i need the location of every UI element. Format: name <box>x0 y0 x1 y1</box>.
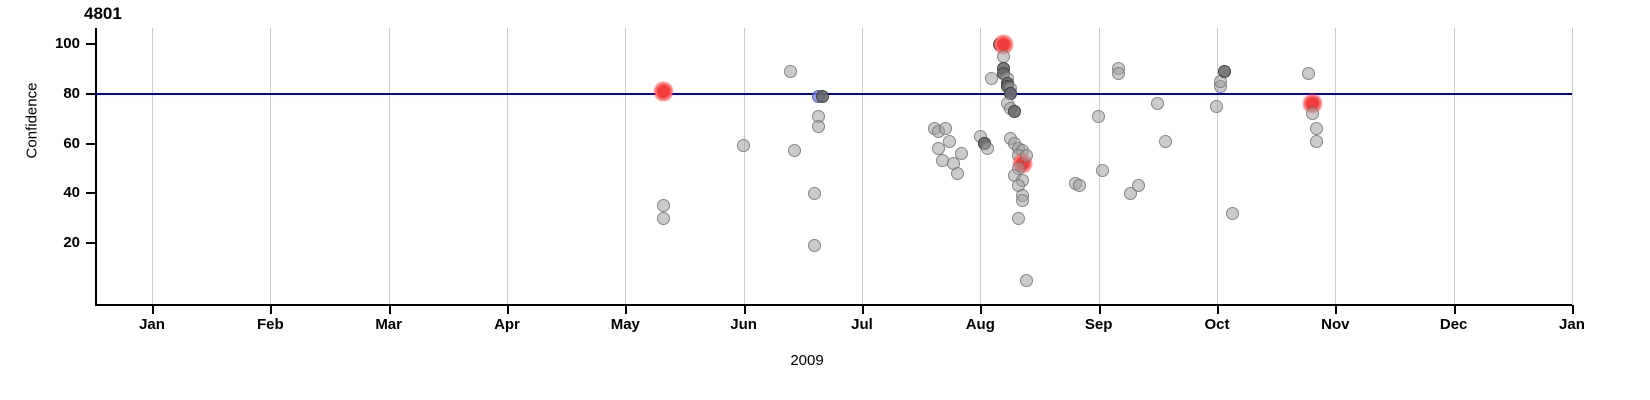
gridline-apr-3 <box>506 28 508 305</box>
data-point <box>816 89 830 103</box>
y-tick-mark-20 <box>86 242 95 244</box>
reference-line <box>95 92 1572 95</box>
gridline-feb-1 <box>270 28 272 305</box>
x-tick-label-may-4: May <box>610 316 640 333</box>
data-point <box>808 186 822 200</box>
data-point <box>1159 134 1173 148</box>
data-point <box>996 49 1010 63</box>
data-point <box>1011 211 1025 225</box>
y-tick-mark-100 <box>86 43 95 45</box>
x-tick-label-sep-8: Sep <box>1084 316 1113 333</box>
data-point <box>737 139 751 153</box>
data-point <box>1092 109 1106 123</box>
gridline-jul-6 <box>861 28 863 305</box>
y-tick-label-60: 60 <box>63 134 80 152</box>
data-point <box>1131 179 1145 193</box>
x-tick-label-mar-2: Mar <box>375 316 402 333</box>
data-point <box>788 144 802 158</box>
x-tick-label-jan-0: Jan <box>139 316 165 333</box>
x-tick-mark-2 <box>388 305 391 314</box>
y-tick-mark-80 <box>86 92 95 95</box>
data-point <box>1019 273 1033 287</box>
y-tick-mark-60 <box>86 142 95 145</box>
data-point <box>1218 64 1232 78</box>
gridline-jan-12 <box>1571 28 1573 305</box>
data-point <box>1210 99 1224 113</box>
x-tick-mark-3 <box>506 305 509 314</box>
x-tick-mark-10 <box>1335 305 1338 314</box>
x-tick-mark-12 <box>1571 305 1574 314</box>
x-tick-mark-0 <box>152 305 154 314</box>
gridline-dec-11 <box>1453 28 1455 305</box>
x-tick-label-apr-3: Apr <box>494 316 520 333</box>
y-axis-line <box>95 28 97 305</box>
data-point <box>1073 179 1087 193</box>
x-tick-label-nov-10: Nov <box>1321 316 1350 333</box>
data-point <box>656 211 670 225</box>
data-point <box>1302 67 1316 81</box>
gridline-jun-5 <box>743 28 745 305</box>
data-point <box>1151 97 1165 111</box>
data-point <box>1008 104 1022 118</box>
data-point <box>939 122 953 136</box>
data-point <box>981 141 995 155</box>
data-point <box>812 119 826 133</box>
x-tick-label-jan-12: Jan <box>1559 316 1585 333</box>
y-tick-label-100: 100 <box>54 35 80 52</box>
data-point <box>1309 134 1323 148</box>
data-point <box>1111 67 1125 81</box>
x-tick-mark-9 <box>1216 305 1219 314</box>
y-tick-mark-40 <box>86 192 95 195</box>
x-tick-label-jun-5: Jun <box>730 316 757 333</box>
data-point <box>950 166 964 180</box>
gridline-aug-7 <box>980 28 982 305</box>
gridline-nov-10 <box>1335 28 1337 305</box>
x-tick-label-oct-9: Oct <box>1204 316 1230 333</box>
x-axis-label: 2009 <box>0 352 1650 369</box>
data-point <box>1019 149 1033 163</box>
y-tick-label-80: 80 <box>63 84 80 102</box>
y-tick-label-20: 20 <box>63 234 80 251</box>
gridline-may-4 <box>625 28 627 305</box>
data-point <box>954 146 968 160</box>
data-point <box>1225 206 1239 220</box>
y-tick-label-40: 40 <box>63 184 80 202</box>
x-tick-mark-1 <box>270 305 273 314</box>
x-tick-label-jul-6: Jul <box>851 316 873 333</box>
x-tick-mark-6 <box>861 305 864 314</box>
data-point <box>808 238 822 252</box>
x-tick-label-aug-7: Aug <box>965 316 995 333</box>
x-tick-mark-5 <box>743 305 746 314</box>
x-tick-mark-11 <box>1453 305 1456 314</box>
highlighted-data-point <box>654 82 672 100</box>
data-point <box>985 72 999 86</box>
x-axis-label-text: 2009 <box>790 352 824 369</box>
x-tick-mark-7 <box>980 305 983 314</box>
gridline-oct-9 <box>1216 28 1218 305</box>
data-point <box>1015 194 1029 208</box>
data-point <box>1096 164 1110 178</box>
x-tick-label-dec-11: Dec <box>1439 316 1468 333</box>
data-point <box>943 134 957 148</box>
x-axis-line <box>95 304 1572 306</box>
data-point <box>1309 122 1323 136</box>
x-tick-label-feb-1: Feb <box>256 316 284 333</box>
data-point <box>784 64 798 78</box>
y-axis-label: Confidence <box>23 82 41 159</box>
gridline-mar-2 <box>388 28 390 305</box>
page-title: 4801 <box>84 4 122 23</box>
gridline-jan-0 <box>152 28 153 305</box>
data-point <box>1305 107 1319 121</box>
x-tick-mark-4 <box>625 305 628 314</box>
data-point <box>656 199 670 213</box>
x-tick-mark-8 <box>1098 305 1101 314</box>
